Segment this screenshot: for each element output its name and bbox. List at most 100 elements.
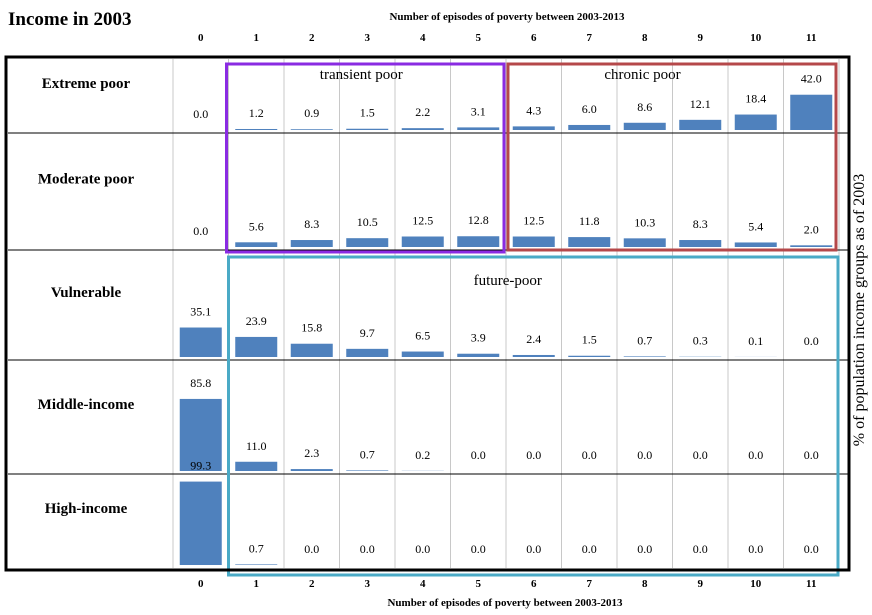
annotation-box — [506, 62, 838, 252]
bar — [290, 129, 333, 130]
bar-value-label: 35.1 — [190, 305, 211, 319]
bar-value-label: 15.8 — [301, 321, 322, 335]
bar — [179, 327, 222, 357]
bar-value-label: 23.9 — [246, 314, 267, 328]
bar-value-label: 11.0 — [246, 439, 267, 453]
bottom-tick-label: 11 — [806, 578, 816, 590]
row-label: Vulnerable — [51, 285, 122, 301]
bar-value-label: 6.0 — [582, 102, 597, 116]
bar-value-label: 1.2 — [249, 106, 264, 120]
top-tick-label: 10 — [750, 32, 762, 44]
row-label: Middle-income — [38, 397, 135, 413]
bar-value-label: 0.7 — [249, 541, 264, 555]
bar-value-label: 0.0 — [582, 448, 597, 462]
bar-value-label: 12.5 — [523, 214, 544, 228]
bar-value-label: 0.0 — [804, 448, 819, 462]
bar-value-label: 2.4 — [526, 332, 541, 346]
bar — [790, 245, 833, 247]
bar-value-label: 5.4 — [748, 219, 763, 233]
bar — [346, 128, 389, 130]
bottom-tick-label: 10 — [750, 578, 762, 590]
bottom-tick-label: 1 — [254, 578, 260, 590]
bar-value-label: 12.8 — [468, 213, 489, 227]
bar-value-label: 0.0 — [693, 542, 708, 556]
bar-value-label: 4.3 — [526, 103, 541, 117]
bar-value-label: 0.0 — [526, 542, 541, 556]
bar — [679, 240, 722, 247]
bottom-tick-label: 3 — [365, 578, 371, 590]
bar-value-label: 0.0 — [748, 542, 763, 556]
bar — [401, 128, 444, 130]
bottom-axis-title: Number of episodes of poverty between 20… — [387, 597, 623, 609]
bar — [290, 240, 333, 247]
bar — [623, 356, 666, 357]
chart-grid — [8, 59, 848, 568]
bar-value-label: 11.8 — [579, 214, 600, 228]
bottom-tick-label: 9 — [698, 578, 704, 590]
bar — [401, 236, 444, 247]
bar — [235, 461, 278, 471]
top-tick-label: 0 — [198, 32, 204, 44]
bar — [235, 336, 278, 357]
annotation-label: future-poor — [474, 273, 542, 289]
bar-value-label: 0.9 — [304, 106, 319, 120]
bar-value-label: 42.0 — [801, 72, 822, 86]
bottom-tick-label: 8 — [642, 578, 648, 590]
bar-value-label: 0.0 — [526, 448, 541, 462]
bar-value-label: 3.1 — [471, 104, 486, 118]
bar-value-label: 0.3 — [693, 334, 708, 348]
bar — [568, 237, 611, 247]
bar-value-label: 8.3 — [304, 217, 319, 231]
bar-value-label: 0.0 — [748, 448, 763, 462]
bar-value-label: 0.0 — [415, 542, 430, 556]
bar — [568, 124, 611, 130]
top-tick-label: 6 — [531, 32, 537, 44]
top-tick-label: 3 — [365, 32, 371, 44]
bar-value-label: 0.7 — [360, 447, 375, 461]
top-axis-title: Number of episodes of poverty between 20… — [389, 11, 625, 23]
bar-value-label: 3.9 — [471, 331, 486, 345]
annotation-layer: transient poor chronic poor future-poor — [225, 62, 840, 577]
bar-value-label: 10.5 — [357, 215, 378, 229]
bar — [401, 351, 444, 357]
bar-value-label: 0.0 — [193, 224, 208, 238]
bar — [568, 355, 611, 357]
row-label: Moderate poor — [38, 172, 135, 188]
bottom-tick-label: 2 — [309, 578, 315, 590]
annotation-box — [227, 255, 840, 577]
bar-value-label: 0.0 — [637, 542, 652, 556]
bar — [623, 122, 666, 130]
bar — [179, 481, 222, 565]
bar-value-label: 2.3 — [304, 446, 319, 460]
bar — [734, 114, 777, 130]
bar-value-label: 0.0 — [693, 448, 708, 462]
bar-value-label: 0.7 — [637, 333, 652, 347]
bar — [623, 238, 666, 247]
bar-value-label: 2.0 — [804, 222, 819, 236]
bar — [457, 127, 500, 130]
bar-value-label: 0.0 — [582, 542, 597, 556]
bar-value-label: 10.3 — [634, 215, 655, 229]
annotation-label: chronic poor — [604, 67, 680, 83]
row-label: Extreme poor — [42, 76, 131, 92]
annotation-box — [225, 62, 506, 254]
bar-value-label: 1.5 — [582, 333, 597, 347]
right-axis-label: % of population income groups as of 2003 — [851, 174, 868, 446]
bar — [512, 354, 555, 357]
bar-value-label: 0.0 — [471, 448, 486, 462]
bar-value-label: 0.0 — [637, 448, 652, 462]
bar — [235, 128, 278, 130]
bar-value-label: 9.7 — [360, 326, 375, 340]
bar-value-label: 8.3 — [693, 217, 708, 231]
top-tick-label: 9 — [698, 32, 704, 44]
bar — [457, 353, 500, 357]
bar-value-label: 2.2 — [415, 105, 430, 119]
top-tick-label: 7 — [587, 32, 593, 44]
bar-value-label: 0.0 — [360, 542, 375, 556]
top-tick-label: 8 — [642, 32, 648, 44]
bar-value-label: 6.5 — [415, 329, 430, 343]
bar-value-label: 12.1 — [690, 97, 711, 111]
bar-value-label: 85.8 — [190, 376, 211, 390]
top-tick-label: 2 — [309, 32, 315, 44]
